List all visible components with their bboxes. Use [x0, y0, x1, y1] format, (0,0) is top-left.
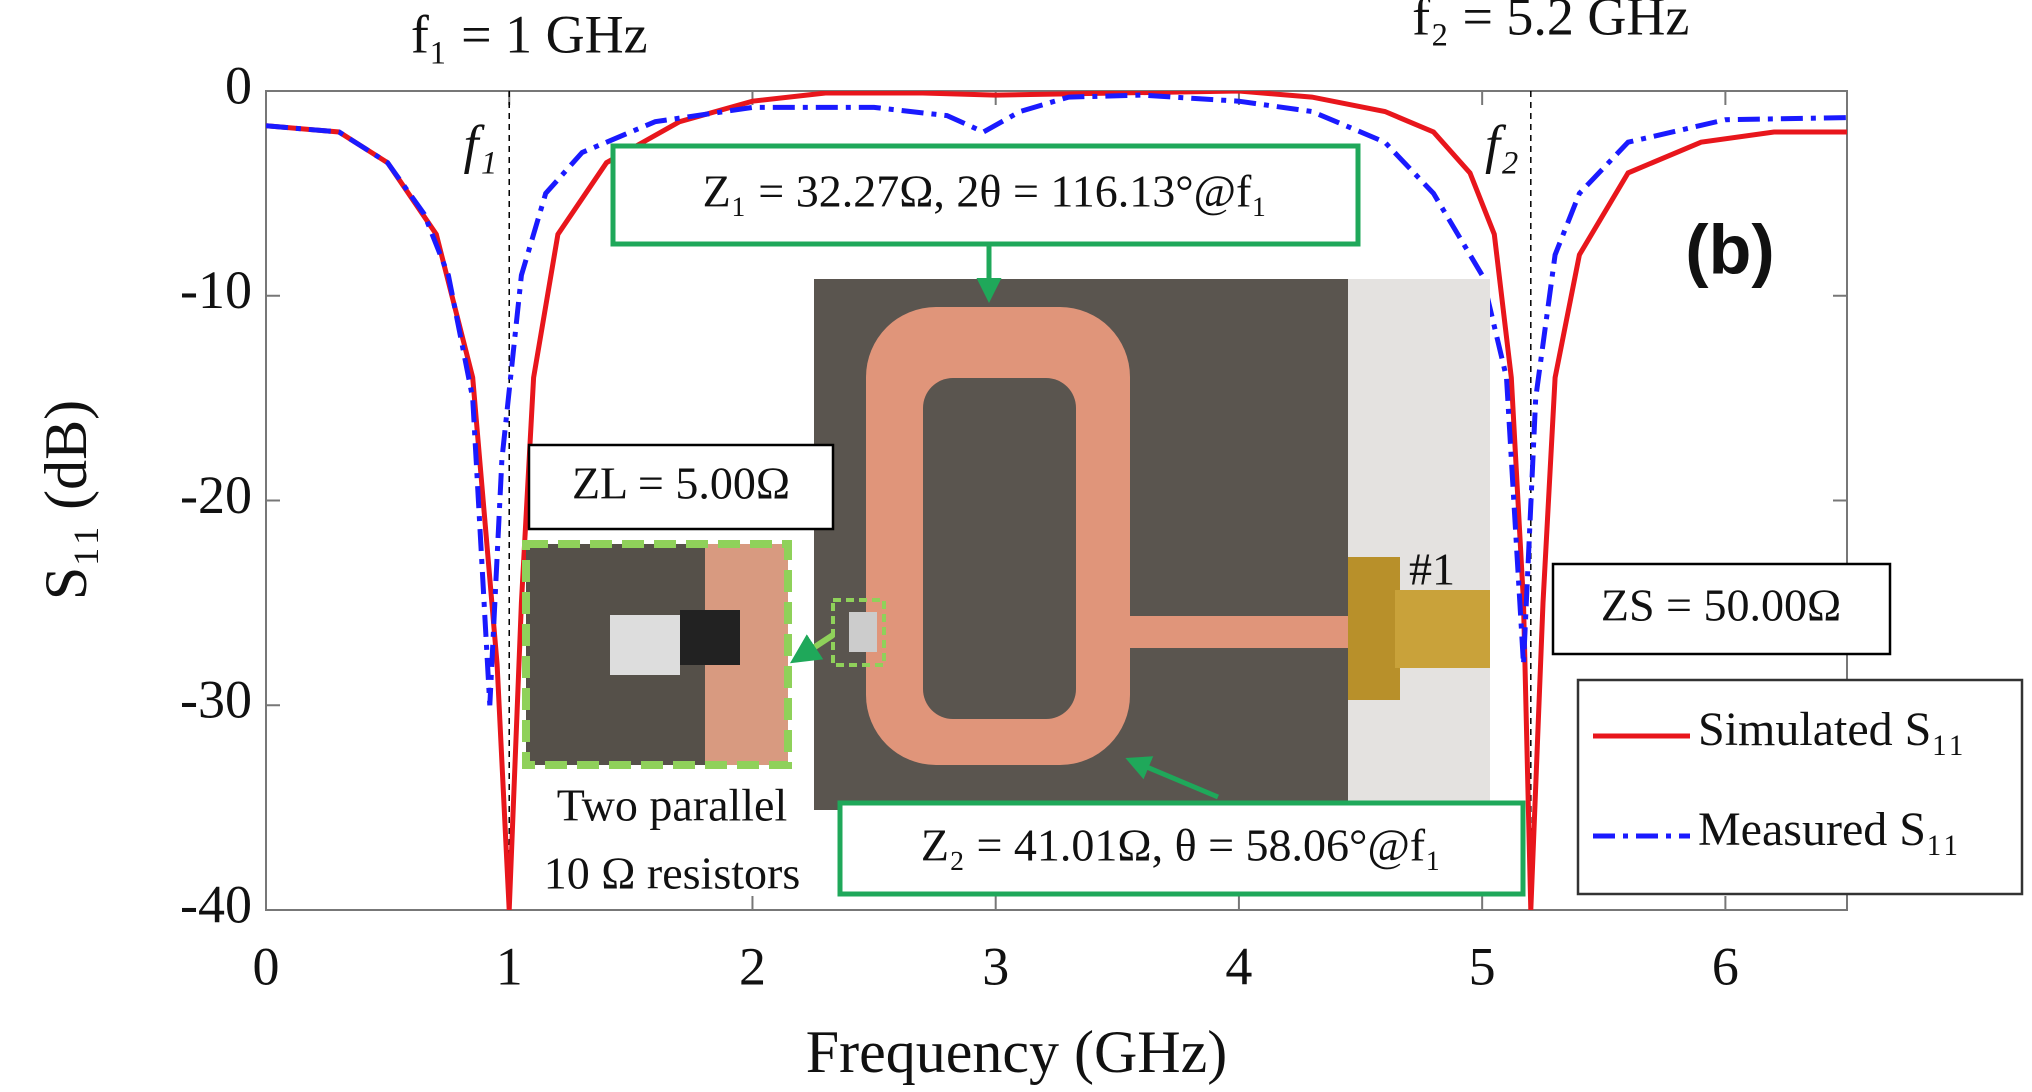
annotations: Z₁ = 32.27Ω, 2θ = 116.13°@f₁ Z₂ = 41.01Ω… — [527, 143, 1892, 899]
photo-inset — [522, 279, 1490, 810]
legend-label: Simulated S₁₁ — [1698, 703, 1965, 756]
legend-box — [1576, 678, 2024, 896]
marker-annotation: f₂ = 5.2 GHz — [1412, 0, 1689, 46]
panel-label: (b) — [1685, 210, 1774, 288]
marker-label: f₂ — [1485, 114, 1519, 174]
zoom-resistor — [610, 615, 680, 675]
x-tick-label: 4 — [1225, 936, 1252, 996]
legend: Simulated S₁₁ Measured S₁₁ — [1576, 678, 2024, 896]
y-tick-label: -10 — [180, 260, 252, 320]
z2-box — [837, 800, 1526, 897]
y-tick-label: 0 — [225, 55, 252, 115]
z2-arrow — [1125, 756, 1219, 800]
legend-label: Measured S₁₁ — [1698, 803, 1959, 856]
connector-body — [1395, 590, 1490, 668]
x-tick-label: 6 — [1712, 936, 1739, 996]
marker-label: f₁ — [463, 114, 497, 174]
y-tick-label: -20 — [180, 465, 252, 525]
zs-box — [1551, 562, 1892, 656]
zoom-arrow — [789, 632, 835, 664]
x-tick-label: 5 — [1469, 936, 1496, 996]
zoom-resistor — [680, 610, 740, 665]
series-line — [266, 91, 1847, 910]
x-axis-label: Frequency (GHz) — [806, 1019, 1228, 1085]
loop-hole — [923, 378, 1076, 719]
y-tick-label: -30 — [180, 670, 252, 730]
feed-line — [1125, 616, 1350, 648]
z1-box — [610, 143, 1361, 247]
resistor-note: 10 Ω resistors — [544, 848, 801, 899]
x-tick-label: 2 — [739, 936, 766, 996]
zoom-region — [831, 598, 886, 667]
connector-flange — [1348, 557, 1400, 700]
z2-text: Z₂ = 41.01Ω, θ = 58.06°@f₁ — [921, 820, 1441, 871]
port-label: #1 — [1409, 544, 1455, 595]
zoom-border — [522, 540, 792, 769]
x-tick-label: 0 — [253, 936, 280, 996]
y-tick-label: -40 — [180, 874, 252, 934]
resistor — [849, 612, 877, 652]
zl-box — [527, 443, 835, 531]
zs-text: ZS = 50.00Ω — [1601, 580, 1841, 631]
resistor-note: Two parallel — [557, 780, 788, 831]
z1-text: Z₁ = 32.27Ω, 2θ = 116.13°@f₁ — [703, 166, 1268, 217]
background — [1348, 279, 1490, 810]
marker-annotation: f₁ = 1 GHz — [411, 4, 648, 64]
plot-area: 0 1 2 3 4 5 6 0 -10 -20 -30 -40 Frequency (GHz) S₁₁ (… — [33, 0, 1848, 1085]
x-tick-label: 3 — [982, 936, 1009, 996]
zl-text: ZL = 5.00Ω — [572, 458, 790, 509]
series-line — [266, 92, 1847, 706]
x-tick-label: 1 — [496, 936, 523, 996]
y-axis-label: S₁₁ (dB) — [33, 400, 99, 600]
